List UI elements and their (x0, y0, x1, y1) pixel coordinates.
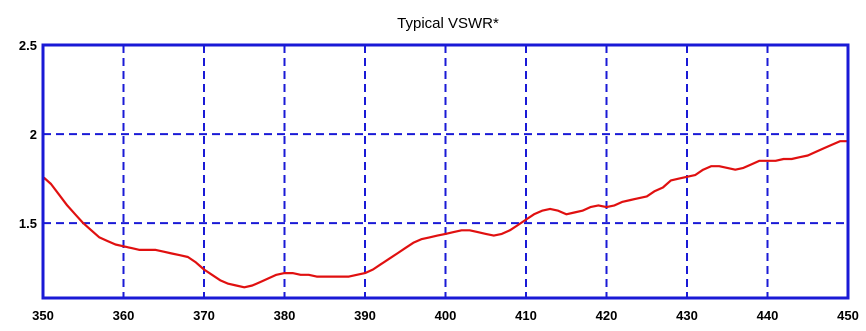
x-tick-label: 430 (676, 308, 698, 323)
x-tick-label: 370 (193, 308, 215, 323)
y-tick-labels: 2.5 2 1.5 (19, 38, 37, 231)
y-tick-label: 2.5 (19, 38, 37, 53)
x-tick-label: 360 (113, 308, 135, 323)
x-tick-label: 410 (515, 308, 537, 323)
vswr-series-line (41, 140, 850, 289)
x-tick-label: 400 (435, 308, 457, 323)
data-series-layer (41, 140, 850, 289)
x-tick-label: 440 (757, 308, 779, 323)
x-tick-label: 380 (274, 308, 296, 323)
chart-title: Typical VSWR* (397, 15, 499, 32)
y-tick-label: 1.5 (19, 216, 37, 231)
x-tick-label: 350 (32, 308, 54, 323)
plot-frame (41, 43, 850, 300)
x-tick-labels: 350 360 370 380 390 400 410 420 430 440 450 (32, 308, 859, 323)
x-tick-label: 420 (596, 308, 618, 323)
grid-lines (43, 45, 848, 298)
y-tick-label: 2 (30, 127, 37, 142)
x-tick-label: 450 (837, 308, 859, 323)
x-tick-label: 390 (354, 308, 376, 323)
